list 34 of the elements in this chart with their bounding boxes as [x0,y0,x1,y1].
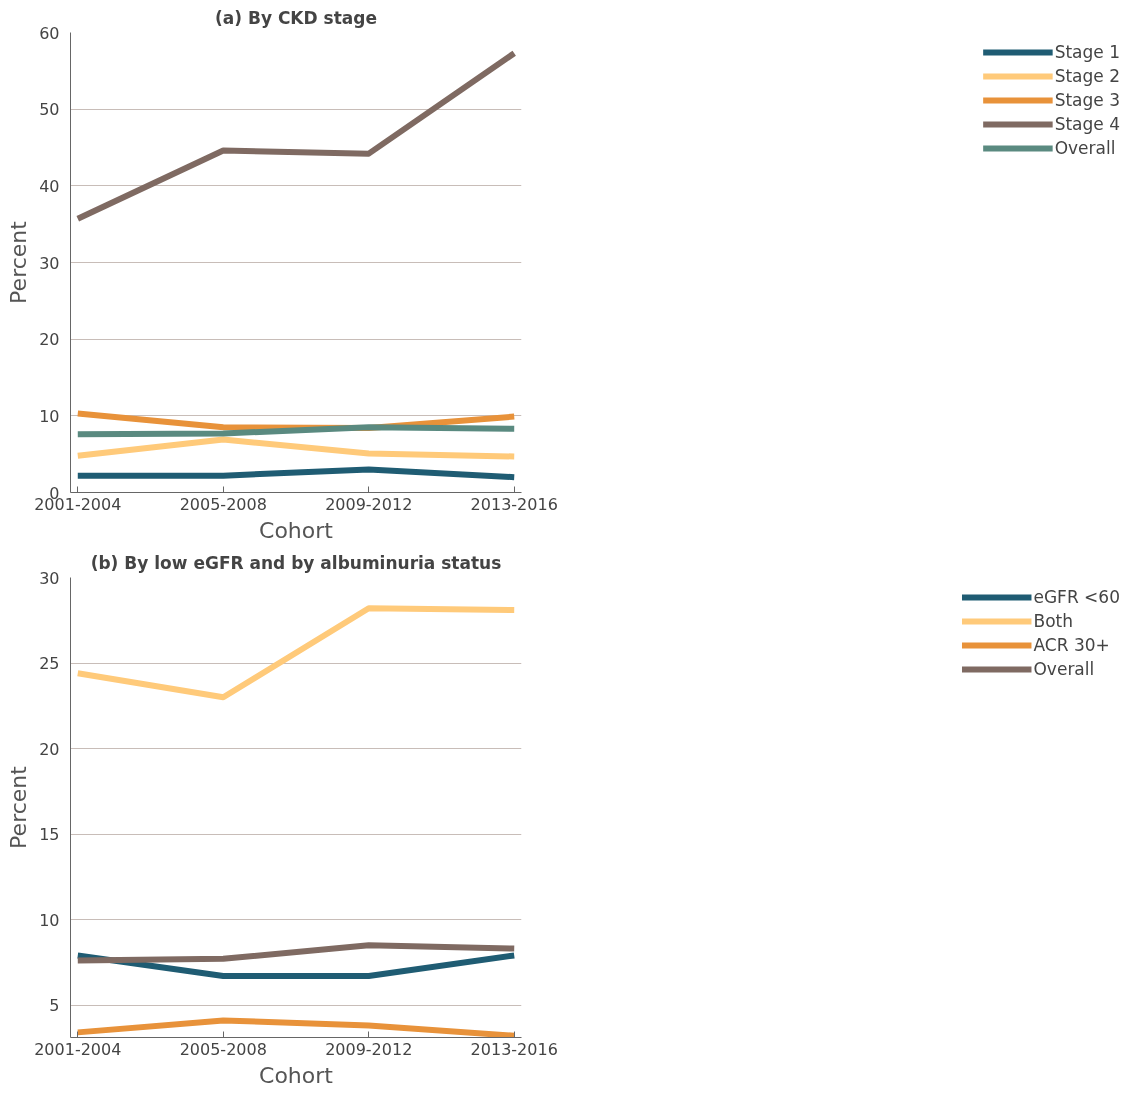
y-tick-label: 15 [39,825,60,845]
y-tick-label: 10 [39,406,60,426]
chart-title: (b) By low eGFR and by albuminuria status [90,552,502,573]
chart-title: (a) By CKD stage [215,7,377,28]
y-tick-label: 20 [39,739,60,759]
y-tick-label: 50 [39,100,60,120]
legend-label: Stage 4 [1054,114,1120,134]
y-tick-label: 10 [39,910,60,930]
y-axis-title: Percent [6,220,32,304]
x-tick-label: 2009-2012 [325,494,413,514]
legend-label: Stage 1 [1054,42,1120,62]
x-axis-title: Cohort [259,1062,334,1088]
x-axis-title: Cohort [259,517,334,543]
y-tick-label: 5 [49,996,60,1016]
y-tick-label: 40 [39,176,60,196]
y-axis-title: Percent [6,765,32,849]
y-tick-label: 20 [39,330,60,350]
x-tick-label: 2009-2012 [325,1039,413,1059]
y-tick-label: 25 [39,654,60,673]
x-tick-label: 2001-2004 [34,1039,122,1059]
legend-label: ACR 30+ [1033,635,1110,655]
y-tick-label: 30 [39,253,60,273]
x-tick-label: 2013-2016 [470,1039,558,1059]
legend-label: eGFR <60 [1033,587,1120,607]
x-tick-label: 2005-2008 [179,494,267,514]
legend-label: Overall [1054,138,1116,158]
y-tick-label: 60 [39,23,60,43]
legend-label: Overall [1033,659,1095,679]
y-tick-label: 30 [39,568,60,588]
x-tick-label: 2005-2008 [179,1039,267,1059]
legend-label: Both [1033,611,1073,631]
legend-label: Stage 2 [1054,66,1120,86]
legend-label: Stage 3 [1054,90,1120,110]
x-tick-label: 2013-2016 [470,494,558,514]
